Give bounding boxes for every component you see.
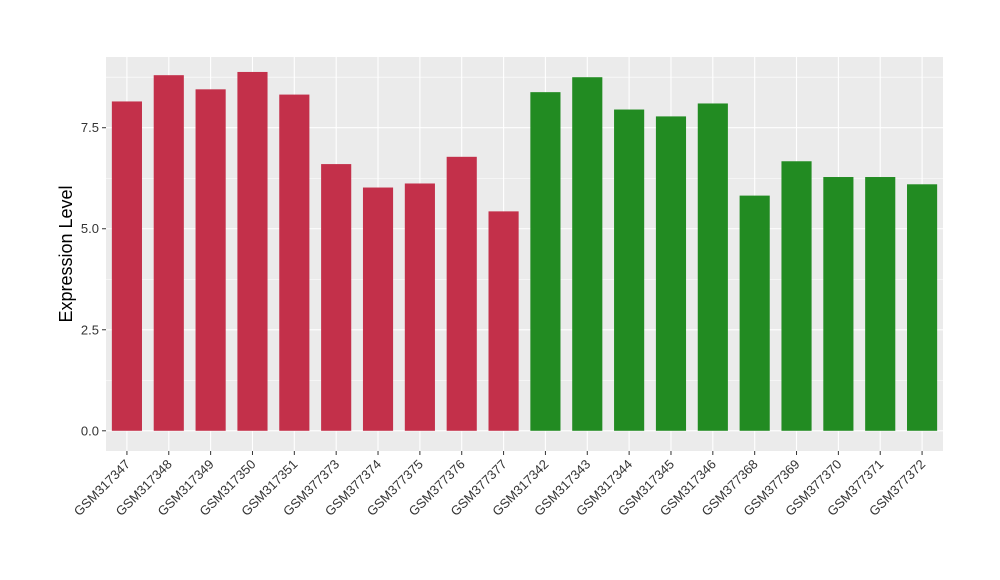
bar-gsm377375 — [404, 183, 435, 431]
bar-gsm317351 — [279, 94, 310, 431]
bar-gsm317346 — [697, 103, 728, 431]
bars — [111, 71, 938, 431]
bar-gsm317342 — [530, 92, 561, 431]
y-tick-label: 0.0 — [81, 423, 99, 438]
bar-gsm317344 — [614, 109, 645, 431]
bar-gsm317348 — [153, 75, 184, 431]
bar-gsm317343 — [572, 77, 603, 431]
plot-panel — [106, 57, 943, 451]
y-axis-title: Expression Level — [56, 185, 76, 322]
y-tick-label: 5.0 — [81, 221, 99, 236]
bar-gsm377371 — [865, 177, 896, 431]
y-tick-label: 7.5 — [81, 120, 99, 135]
bar-gsm377374 — [362, 187, 394, 431]
y-axis: 0.0 2.5 5.0 7.5 — [81, 120, 106, 438]
bar-gsm317347 — [111, 101, 142, 431]
bar-gsm377370 — [823, 177, 854, 431]
y-tick-label: 2.5 — [81, 322, 99, 337]
bar-gsm377368 — [739, 195, 770, 431]
bar-gsm377372 — [907, 184, 938, 431]
bar-gsm377377 — [488, 211, 519, 431]
bar-gsm377369 — [781, 161, 812, 431]
bar-gsm317349 — [195, 89, 226, 431]
bar-gsm377376 — [446, 156, 477, 431]
bar-gsm317350 — [237, 71, 268, 431]
bar-gsm377373 — [321, 164, 352, 431]
x-axis: GSM317347GSM317348GSM317349GSM317350GSM3… — [71, 451, 928, 519]
bar-gsm317345 — [655, 116, 687, 431]
